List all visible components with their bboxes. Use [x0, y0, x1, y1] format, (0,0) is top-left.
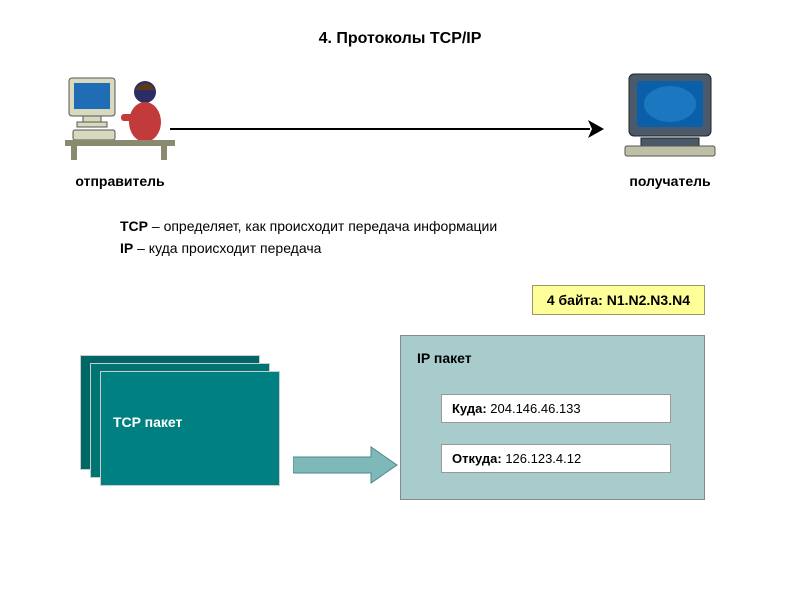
block-arrow-icon	[293, 445, 398, 485]
sender-block: отправитель	[60, 70, 180, 189]
receiver-block: получатель	[610, 70, 730, 189]
ip-packet-title: IP пакет	[417, 350, 472, 366]
tcp-prefix: TCP	[120, 218, 148, 234]
ip-to-value: 204.146.46.133	[487, 401, 581, 416]
person-at-computer-icon	[65, 70, 175, 160]
tcp-card-front: TCP пакет	[100, 371, 280, 486]
receiver-label: получатель	[610, 173, 730, 189]
ip-text: – куда происходит передача	[133, 240, 321, 256]
protocol-descriptions: TCP – определяет, как происходит передач…	[120, 215, 497, 260]
tcp-description: TCP – определяет, как происходит передач…	[120, 215, 497, 237]
crt-computer-icon	[615, 70, 725, 160]
ip-description: IP – куда происходит передача	[120, 237, 497, 259]
ip-from-row: Откуда: 126.123.4.12	[441, 444, 671, 473]
tcp-text: – определяет, как происходит передача ин…	[148, 218, 497, 234]
ip-from-value: 126.123.4.12	[502, 451, 582, 466]
transmission-arrow-line	[170, 128, 590, 130]
transmission-arrow-head-icon	[588, 120, 606, 138]
tcp-packet-label: TCP пакет	[113, 414, 182, 430]
sender-label: отправитель	[60, 173, 180, 189]
ip-to-key: Куда:	[452, 401, 487, 416]
ip-prefix: IP	[120, 240, 133, 256]
ip-from-key: Откуда:	[452, 451, 502, 466]
ip-to-row: Куда: 204.146.46.133	[441, 394, 671, 423]
ip-packet-box: IP пакет Куда: 204.146.46.133 Откуда: 12…	[400, 335, 705, 500]
tcp-packet-stack: TCP пакет	[80, 355, 280, 485]
page-title: 4. Протоколы TCP/IP	[0, 30, 800, 48]
bytes-note-box: 4 байта: N1.N2.N3.N4	[532, 285, 705, 315]
